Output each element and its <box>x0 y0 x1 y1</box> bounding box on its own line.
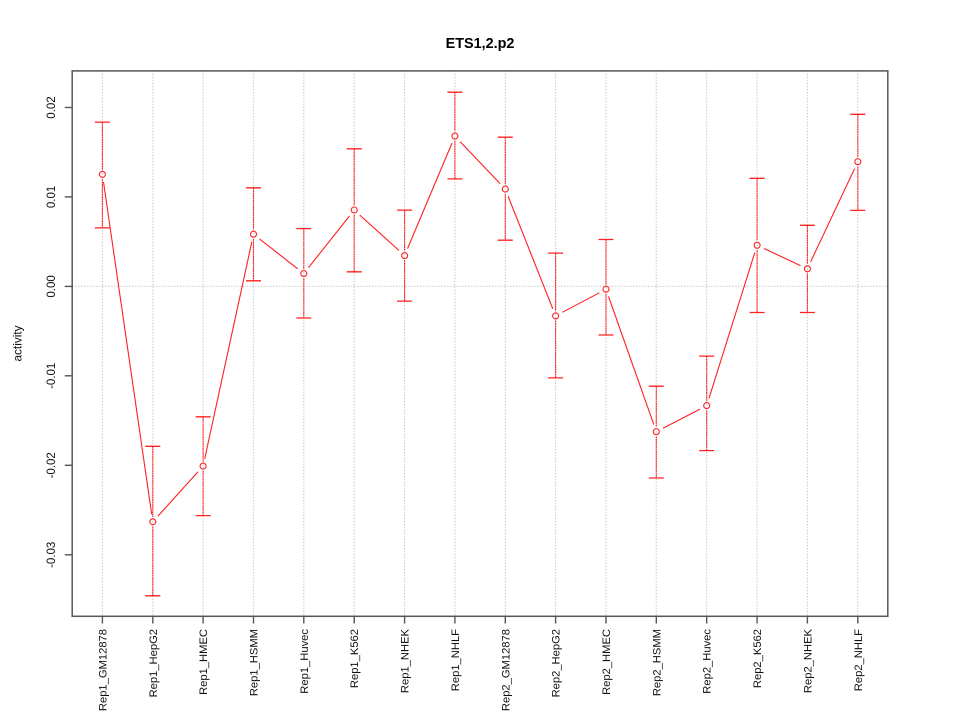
svg-text:-0.02: -0.02 <box>46 452 58 478</box>
svg-text:Rep1_NHLF: Rep1_NHLF <box>450 629 462 691</box>
svg-text:ETS1,2.p2: ETS1,2.p2 <box>446 36 515 52</box>
svg-text:Rep2_HSMM: Rep2_HSMM <box>651 629 663 696</box>
svg-text:0.02: 0.02 <box>46 96 58 118</box>
svg-text:activity: activity <box>11 325 25 361</box>
svg-text:0.00: 0.00 <box>46 275 58 297</box>
svg-text:0.01: 0.01 <box>46 186 58 208</box>
svg-text:Rep2_GM12878: Rep2_GM12878 <box>500 629 512 711</box>
svg-text:Rep1_GM12878: Rep1_GM12878 <box>97 629 109 711</box>
svg-text:Rep1_HepG2: Rep1_HepG2 <box>148 629 160 697</box>
svg-text:Rep2_HepG2: Rep2_HepG2 <box>551 629 563 697</box>
svg-text:Rep2_Huvec: Rep2_Huvec <box>702 629 714 694</box>
svg-text:Rep1_NHEK: Rep1_NHEK <box>400 628 412 693</box>
svg-text:Rep2_NHLF: Rep2_NHLF <box>853 629 865 691</box>
svg-text:Rep1_HSMM: Rep1_HSMM <box>249 629 261 696</box>
svg-text:Rep1_K562: Rep1_K562 <box>349 629 361 688</box>
svg-text:-0.01: -0.01 <box>46 363 58 389</box>
svg-text:Rep1_HMEC: Rep1_HMEC <box>198 629 210 695</box>
svg-text:-0.03: -0.03 <box>46 542 58 568</box>
svg-text:Rep2_HMEC: Rep2_HMEC <box>601 629 613 695</box>
svg-text:Rep2_NHEK: Rep2_NHEK <box>802 628 814 693</box>
svg-text:Rep2_K562: Rep2_K562 <box>752 629 764 688</box>
svg-text:Rep1_Huvec: Rep1_Huvec <box>299 629 311 694</box>
